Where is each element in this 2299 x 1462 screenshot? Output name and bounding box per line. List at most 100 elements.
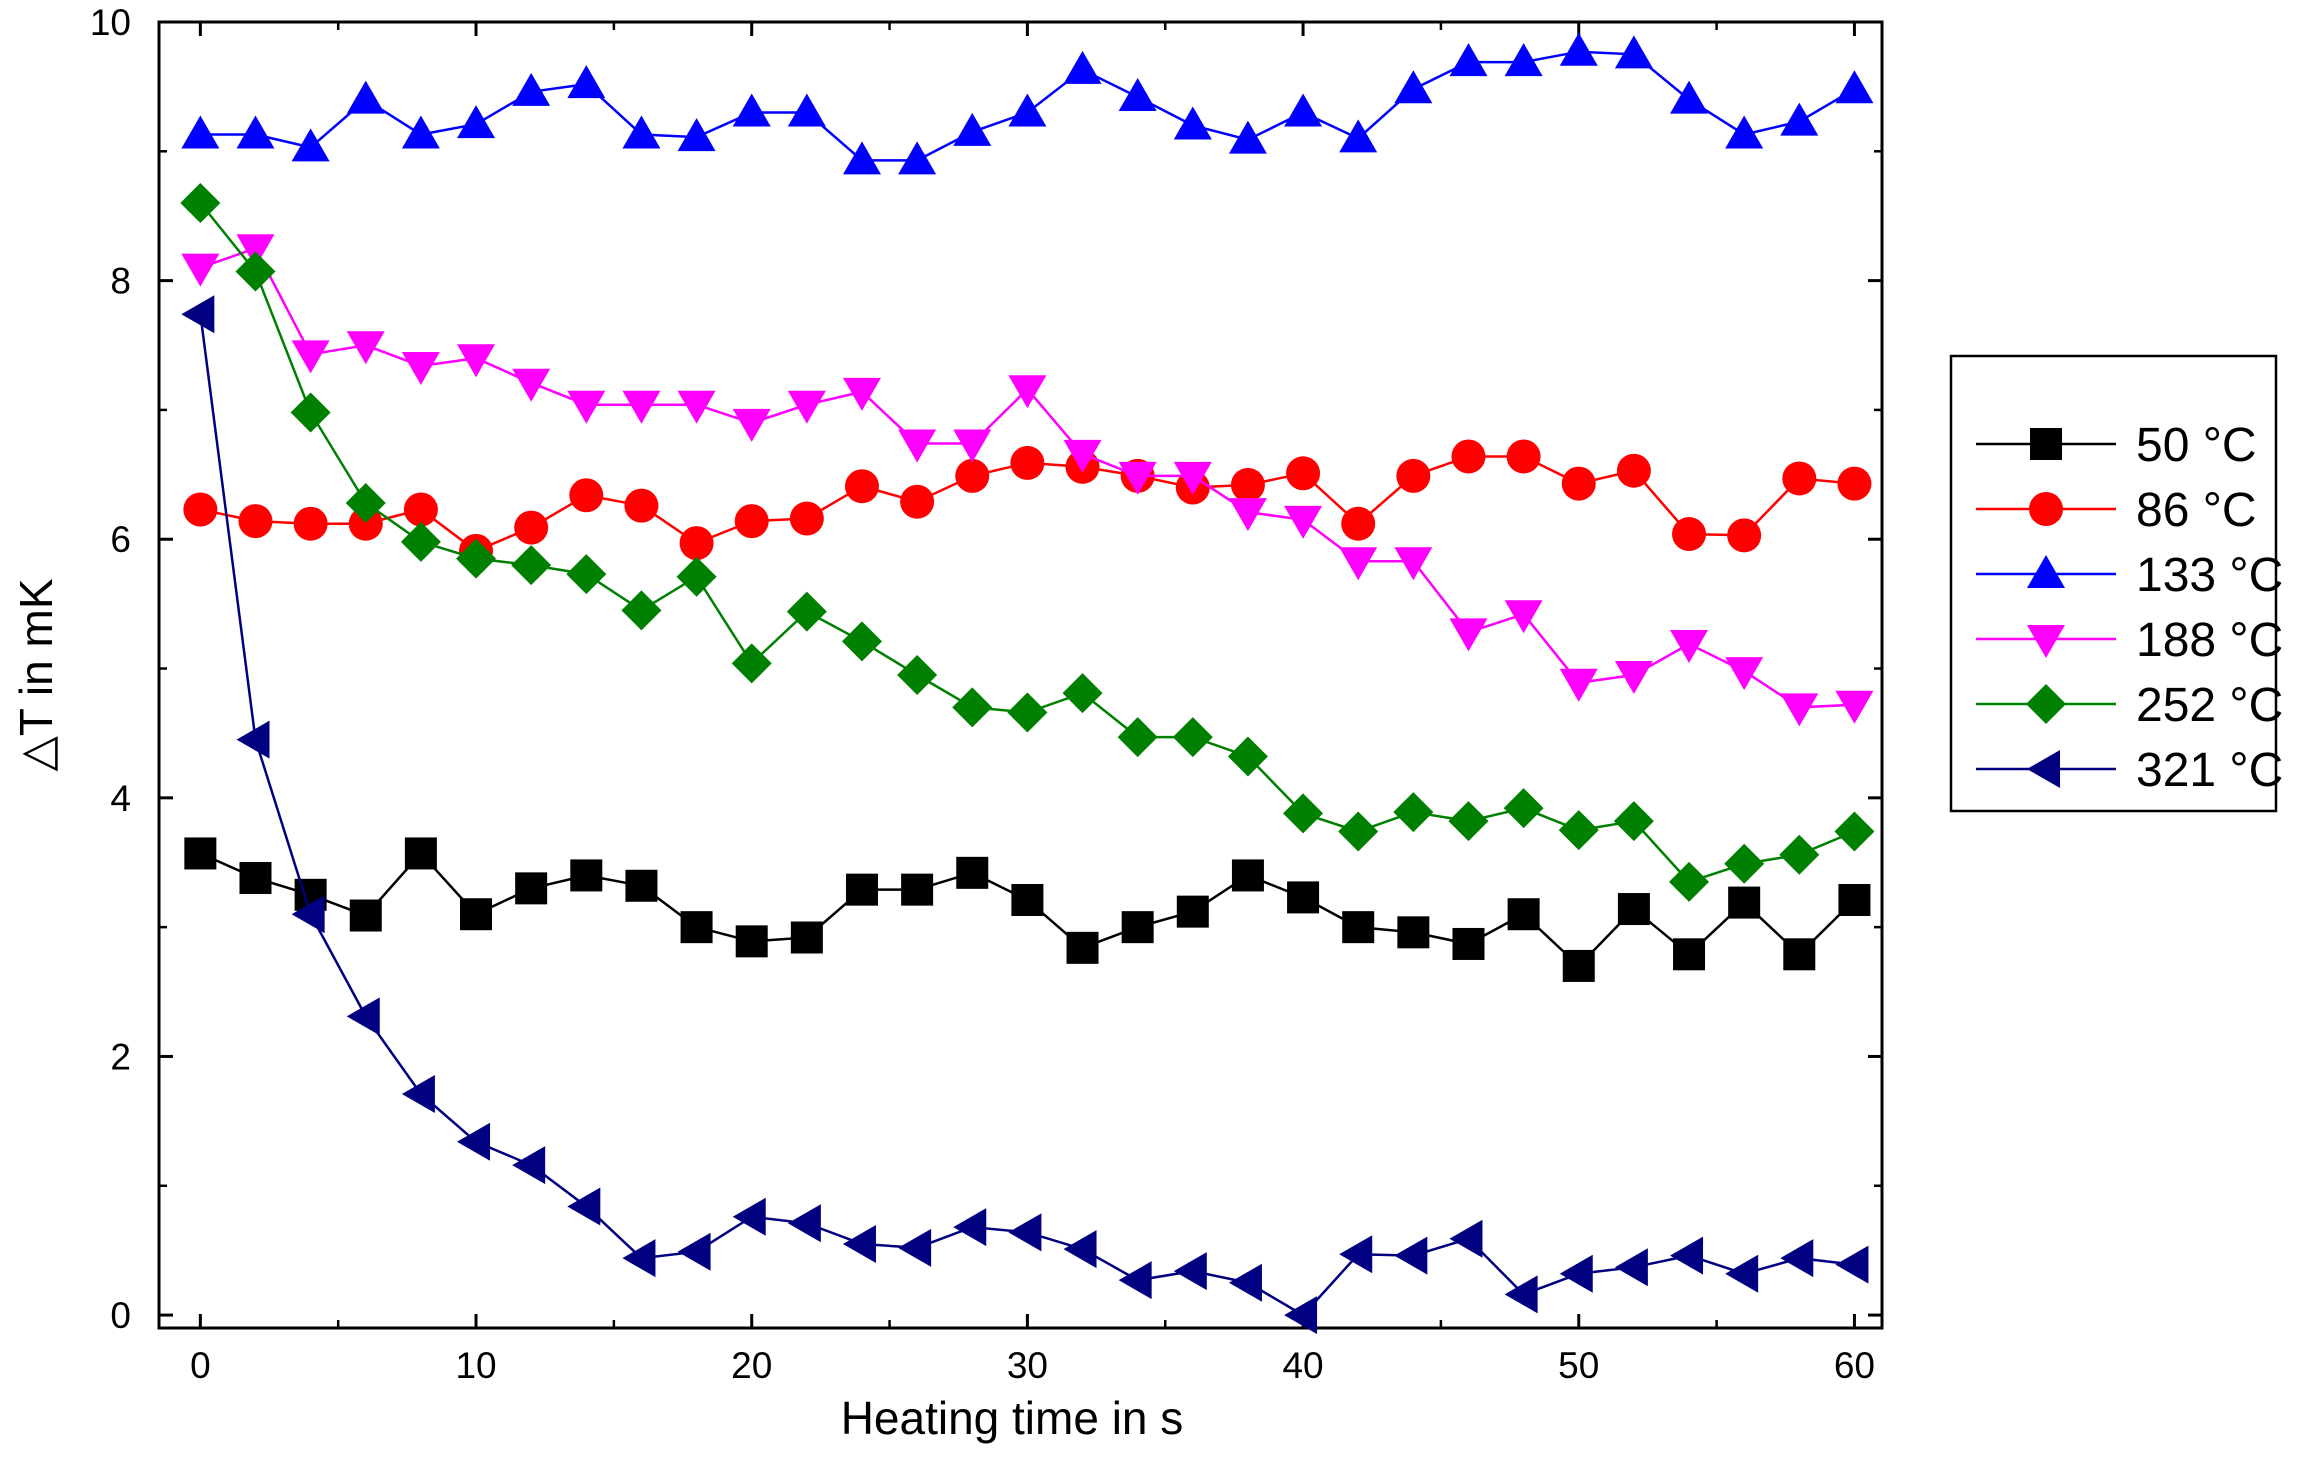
data-point — [290, 392, 331, 433]
data-point — [401, 351, 440, 385]
data-point — [1558, 810, 1599, 851]
data-point — [680, 911, 713, 944]
data-point — [456, 538, 497, 579]
data-point — [293, 506, 328, 541]
data-point — [238, 504, 273, 539]
data-point — [1783, 938, 1816, 971]
x-tick-label: 20 — [731, 1345, 772, 1386]
x-tick-label: 30 — [1007, 1345, 1048, 1386]
legend-label: 86 °C — [2136, 484, 2257, 537]
data-point — [180, 183, 221, 224]
data-point — [1561, 466, 1596, 501]
data-point — [1614, 35, 1653, 69]
data-point — [1782, 461, 1817, 496]
data-point — [1342, 911, 1375, 944]
series-3 — [181, 234, 1874, 727]
data-point — [1394, 70, 1433, 104]
data-point — [514, 510, 549, 545]
data-point — [734, 504, 769, 539]
data-point — [1506, 439, 1541, 474]
data-point — [1725, 657, 1764, 691]
data-point — [1834, 811, 1875, 852]
data-point — [956, 856, 989, 889]
data-point — [842, 141, 881, 175]
data-point — [953, 429, 992, 463]
data-point — [901, 873, 934, 906]
legend-marker — [2027, 555, 2065, 588]
plot-area-frame — [157, 20, 1884, 1330]
data-point — [515, 872, 548, 905]
data-point — [1559, 32, 1598, 66]
x-tick-label: 40 — [1282, 1345, 1323, 1386]
data-point — [1728, 886, 1761, 919]
data-point — [511, 545, 552, 586]
data-point — [1117, 717, 1158, 758]
legend-label: 188 °C — [2136, 614, 2283, 667]
data-point — [624, 488, 659, 523]
data-point — [953, 112, 992, 146]
data-point — [1118, 461, 1157, 495]
data-point — [1007, 692, 1048, 733]
data-point — [570, 859, 603, 892]
data-point — [1063, 50, 1102, 84]
data-point — [676, 556, 717, 597]
data-point — [841, 621, 882, 662]
data-point — [787, 390, 826, 424]
data-point — [787, 1204, 821, 1243]
data-point — [1118, 77, 1157, 111]
data-point — [622, 115, 661, 149]
data-point — [1617, 893, 1650, 926]
data-point — [1228, 120, 1267, 154]
data-point — [1066, 931, 1099, 964]
data-point — [1503, 788, 1544, 829]
data-point — [457, 344, 496, 378]
series-0 — [184, 837, 1871, 982]
data-point — [291, 340, 330, 374]
series-line — [199, 202, 1855, 884]
data-point — [735, 925, 768, 958]
y-axis-title: △T in mK — [10, 578, 62, 771]
data-point — [346, 331, 385, 365]
series-5 — [181, 295, 1869, 1335]
data-point — [1613, 801, 1654, 842]
data-point — [1008, 375, 1047, 409]
data-point — [1227, 736, 1268, 777]
data-point — [1118, 1261, 1152, 1300]
y-axis-ticks: 0 2 4 6 8 10 — [90, 2, 1882, 1336]
data-point — [183, 492, 218, 527]
legend-label: 133 °C — [2136, 549, 2283, 602]
data-point — [512, 368, 551, 402]
data-point — [1780, 693, 1819, 727]
data-point — [1287, 881, 1320, 914]
data-point — [401, 1074, 435, 1113]
data-point — [790, 921, 823, 954]
data-point — [1286, 456, 1321, 491]
data-point — [1616, 453, 1651, 488]
y-tick-label: 4 — [110, 778, 131, 819]
data-point — [1228, 498, 1267, 532]
data-point — [1449, 1219, 1483, 1258]
x-tick-label: 50 — [1558, 1345, 1599, 1386]
data-point — [1672, 517, 1707, 552]
data-point — [1396, 458, 1431, 493]
data-point — [345, 483, 386, 524]
data-point — [1614, 1248, 1648, 1287]
data-point — [567, 390, 606, 424]
data-point — [786, 591, 827, 632]
data-point — [898, 429, 937, 463]
data-point — [789, 501, 824, 536]
data-point — [1011, 883, 1044, 916]
data-point — [1284, 1296, 1318, 1335]
data-point — [460, 898, 493, 931]
data-point — [955, 458, 990, 493]
data-point — [1673, 938, 1706, 971]
data-point — [1173, 461, 1212, 495]
series-layer — [180, 32, 1875, 1335]
data-point — [1338, 811, 1379, 852]
data-point — [346, 997, 380, 1036]
data-point — [349, 899, 382, 932]
legend-marker — [2029, 492, 2063, 526]
data-point — [236, 234, 275, 268]
data-point — [898, 141, 937, 175]
data-point — [900, 484, 935, 519]
